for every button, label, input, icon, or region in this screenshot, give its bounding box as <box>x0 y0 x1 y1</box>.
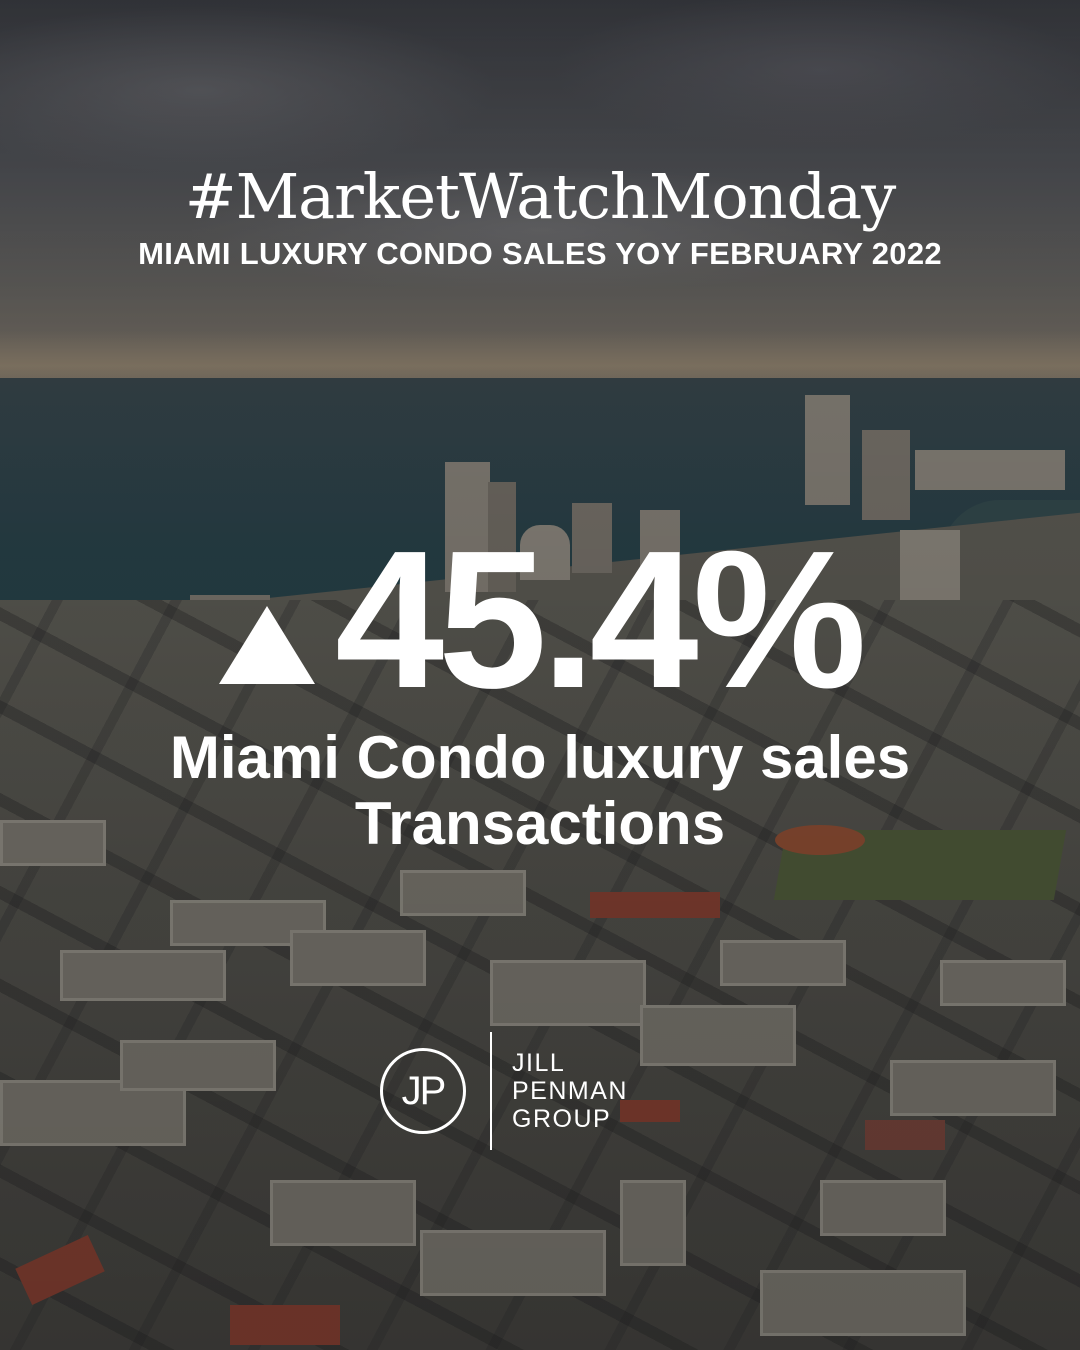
logo-line-3: GROUP <box>512 1105 612 1133</box>
red-roof <box>590 892 720 918</box>
red-roof <box>620 1100 680 1122</box>
baseball-diamond <box>775 825 865 855</box>
building-block <box>0 1080 186 1146</box>
company-logo: JP JILL PENMAN GROUP <box>380 1030 628 1152</box>
red-roof <box>230 1305 340 1345</box>
building-block <box>720 940 846 986</box>
building-block <box>640 1005 796 1066</box>
triangle-up-icon <box>219 606 316 684</box>
logo-line-2: PENMAN <box>512 1077 628 1105</box>
building-block <box>60 950 226 1001</box>
cloudy-sky <box>0 0 1080 380</box>
building-block <box>820 1180 946 1236</box>
percent-change: 45.4% <box>335 510 867 729</box>
building-block <box>490 960 646 1026</box>
tower <box>862 430 910 520</box>
building-block <box>620 1180 686 1266</box>
logo-line-1: JILL <box>512 1049 566 1077</box>
stat-block: 45.4% <box>0 520 1080 720</box>
tower <box>805 395 850 505</box>
hashtag-title: #MarketWatchMonday <box>184 160 897 233</box>
tower <box>640 510 680 570</box>
tower <box>915 450 1065 490</box>
logo-divider <box>490 1032 492 1150</box>
building-block <box>120 1040 276 1091</box>
tower <box>445 462 490 592</box>
tower <box>520 525 570 580</box>
logo-wordmark: JILL PENMAN GROUP <box>512 1049 628 1133</box>
stat-label-line1: Miami Condo luxury sales <box>169 724 911 791</box>
tower <box>572 503 612 573</box>
building-block <box>270 1180 416 1246</box>
red-roof <box>865 1120 945 1150</box>
building-block <box>940 960 1066 1006</box>
building-block <box>400 870 526 916</box>
building-block <box>420 1230 606 1296</box>
building-block <box>890 1060 1056 1116</box>
building-block <box>290 930 426 986</box>
building-block <box>760 1270 966 1336</box>
jp-monogram-icon: JP <box>380 1048 466 1134</box>
tower <box>488 482 516 592</box>
headline-subtitle: MIAMI LUXURY CONDO SALES YOY FEBRUARY 20… <box>138 236 942 271</box>
tower <box>900 530 960 600</box>
stat-label-line2: Transactions <box>354 790 726 857</box>
building-block <box>0 820 106 866</box>
stat-description: Miami Condo luxury sales Transactions <box>0 725 1080 857</box>
